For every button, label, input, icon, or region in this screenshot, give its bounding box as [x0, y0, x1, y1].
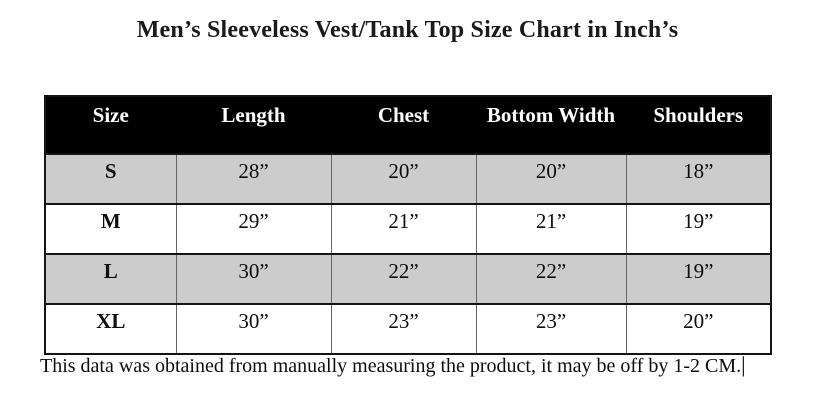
- shoulders-cell: 19”: [625, 253, 772, 305]
- table-row-l: L 30” 22” 22” 19”: [44, 253, 772, 305]
- chest-cell: 23”: [330, 303, 477, 355]
- text-cursor: |: [741, 352, 746, 377]
- table-row-xl: XL 30” 23” 23” 20”: [44, 303, 772, 355]
- size-chart-table: Size Length Chest Bottom Width Shoulders…: [44, 95, 772, 355]
- bottom-width-cell: 23”: [475, 303, 627, 355]
- bottom-width-cell: 20”: [475, 153, 627, 205]
- chest-cell: 20”: [330, 153, 477, 205]
- measurement-disclaimer: This data was obtained from manually mea…: [40, 352, 800, 379]
- chest-cell: 21”: [330, 203, 477, 255]
- size-cell: S: [44, 153, 177, 205]
- page-title: Men’s Sleeveless Vest/Tank Top Size Char…: [136, 17, 679, 43]
- bottom-width-cell: 22”: [475, 253, 627, 305]
- header-cell-bottom-width: Bottom Width: [475, 95, 627, 155]
- shoulders-cell: 18”: [625, 153, 772, 205]
- length-cell: 30”: [175, 253, 332, 305]
- header-row: Size Length Chest Bottom Width Shoulders: [44, 95, 772, 155]
- header-cell-length: Length: [175, 95, 332, 155]
- shoulders-cell: 19”: [625, 203, 772, 255]
- size-cell: L: [44, 253, 177, 305]
- length-cell: 29”: [175, 203, 332, 255]
- size-cell: XL: [44, 303, 177, 355]
- table-row-m: M 29” 21” 21” 19”: [44, 203, 772, 255]
- length-cell: 28”: [175, 153, 332, 205]
- chest-cell: 22”: [330, 253, 477, 305]
- shoulders-cell: 20”: [625, 303, 772, 355]
- bottom-width-cell: 21”: [475, 203, 627, 255]
- size-cell: M: [44, 203, 177, 255]
- header-cell-size: Size: [44, 95, 177, 155]
- header-cell-chest: Chest: [330, 95, 477, 155]
- table-row-s: S 28” 20” 20” 18”: [44, 153, 772, 205]
- header-cell-shoulders: Shoulders: [625, 95, 772, 155]
- disclaimer-text: This data was obtained from manually mea…: [40, 355, 742, 377]
- length-cell: 30”: [175, 303, 332, 355]
